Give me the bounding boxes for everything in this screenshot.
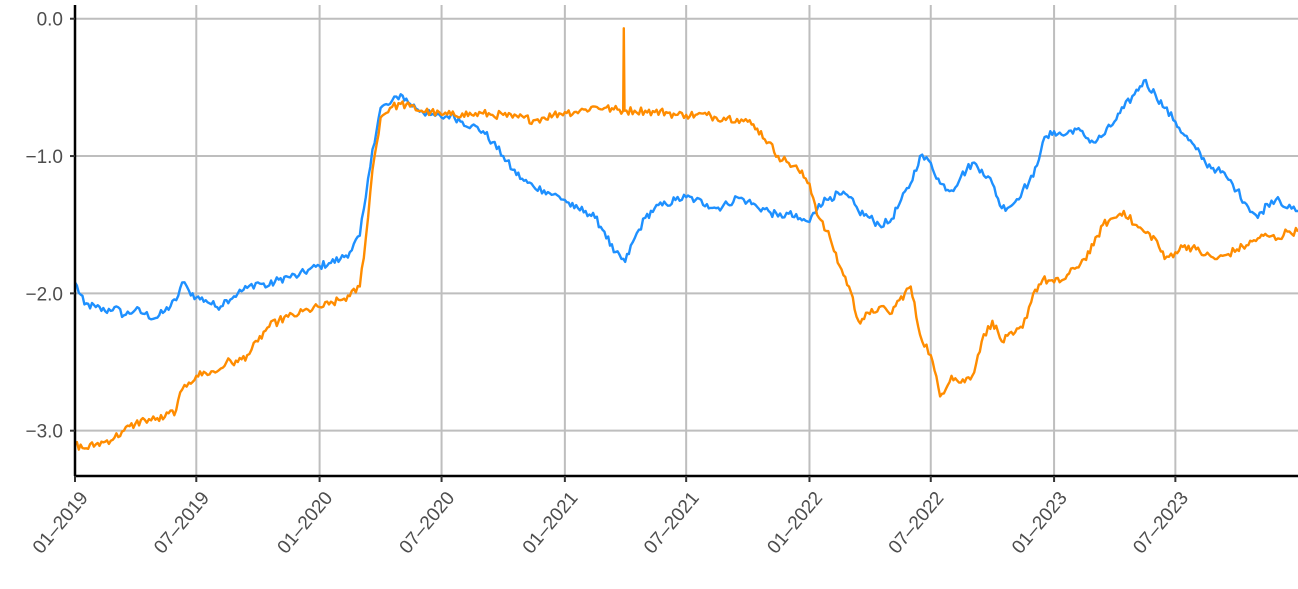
series-2-line [74, 27, 1298, 451]
x-tick-label: 07–2021 [640, 488, 704, 558]
y-tick-label: −3.0 [25, 422, 63, 443]
x-axis-ticks: 01–2019 07–2019 01–2020 07–2020 01–2021 07–20… [29, 476, 1193, 558]
x-tick-label: 07–2020 [396, 488, 460, 558]
vertical-gridlines [74, 5, 1177, 476]
x-tick-label: 01–2023 [1008, 488, 1072, 558]
x-tick-label: 01–2021 [519, 488, 583, 558]
x-tick-label: 07–2019 [150, 488, 214, 558]
y-tick-label: 0.0 [37, 10, 63, 31]
y-axis-ticks: 0.0 −1.0 −2.0 −3.0 [25, 10, 75, 443]
x-tick-label: 01–2022 [763, 488, 827, 558]
y-tick-label: −1.0 [25, 147, 63, 168]
x-tick-label: 01–2019 [29, 488, 93, 558]
series-layer [73, 27, 1298, 451]
x-tick-label: 07–2022 [885, 488, 949, 558]
x-tick-label: 07–2023 [1129, 488, 1193, 558]
horizontal-gridlines [75, 17, 1298, 432]
y-tick-label: −2.0 [25, 284, 63, 305]
series-1-line [73, 78, 1298, 321]
x-tick-label: 01–2020 [274, 488, 338, 558]
